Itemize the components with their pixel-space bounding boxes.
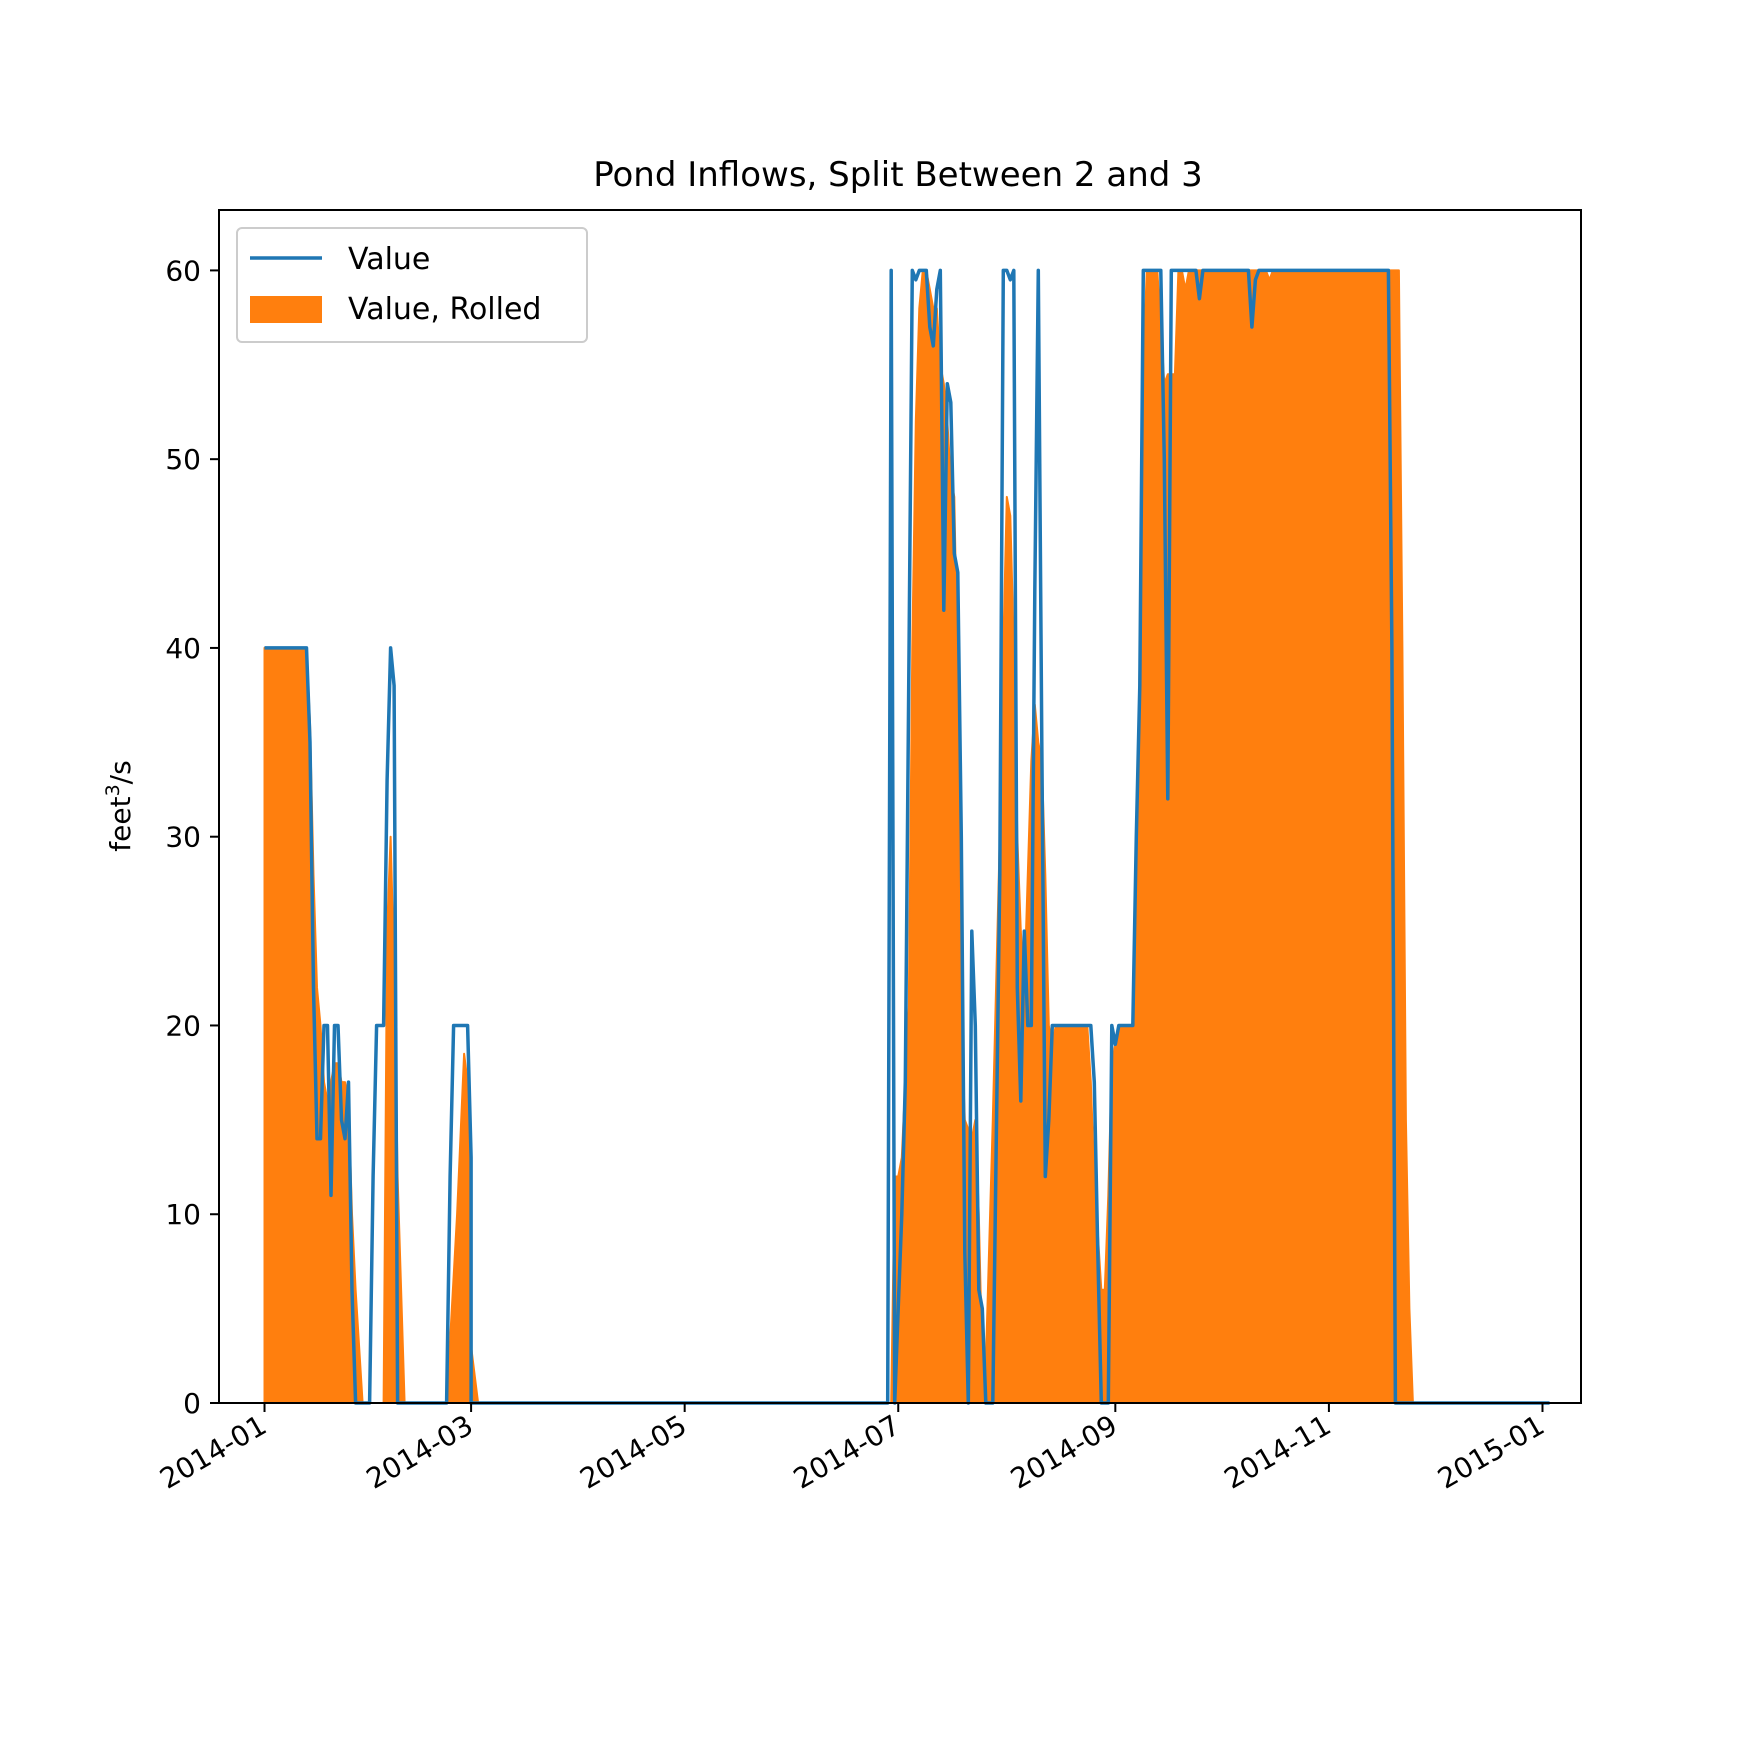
y-tick-label: 60	[165, 254, 201, 287]
legend: Value Value, Rolled	[236, 227, 588, 343]
x-tick-label: 2014-07	[788, 1408, 906, 1495]
legend-swatch-value-rolled	[250, 296, 322, 323]
y-axis-label-base: feet	[104, 796, 137, 851]
plot-area	[263, 268, 1551, 1405]
x-axis: 2014-01 2014-03 2014-05 2014-07 2014-09 2014-…	[154, 1403, 1550, 1496]
legend-frame	[236, 227, 588, 343]
y-tick-label: 0	[183, 1387, 201, 1420]
legend-label-value: Value	[348, 242, 430, 277]
x-tick-label: 2014-11	[1219, 1408, 1337, 1495]
chart-title: Pond Inflows, Split Between 2 and 3	[593, 155, 1203, 195]
y-tick-label: 50	[165, 443, 201, 476]
y-axis-label: feet3/s	[102, 760, 137, 851]
legend-label-value-rolled: Value, Rolled	[348, 292, 541, 327]
y-tick-label: 10	[165, 1198, 201, 1231]
x-tick-label: 2015-01	[1432, 1408, 1550, 1495]
y-tick-label: 30	[165, 821, 201, 854]
y-axis-label-suffix: /s	[104, 760, 137, 784]
x-tick-label: 2014-01	[154, 1408, 272, 1495]
y-axis-label-sup: 3	[102, 784, 124, 796]
x-tick-label: 2014-05	[574, 1408, 692, 1495]
y-tick-label: 40	[165, 632, 201, 665]
x-tick-label: 2014-03	[361, 1408, 479, 1495]
x-tick-label: 2014-09	[1005, 1408, 1123, 1495]
y-tick-label: 20	[165, 1009, 201, 1042]
plot-frame	[218, 209, 1582, 1404]
y-axis: 0 10 20 30 40 50 60	[165, 254, 219, 1420]
